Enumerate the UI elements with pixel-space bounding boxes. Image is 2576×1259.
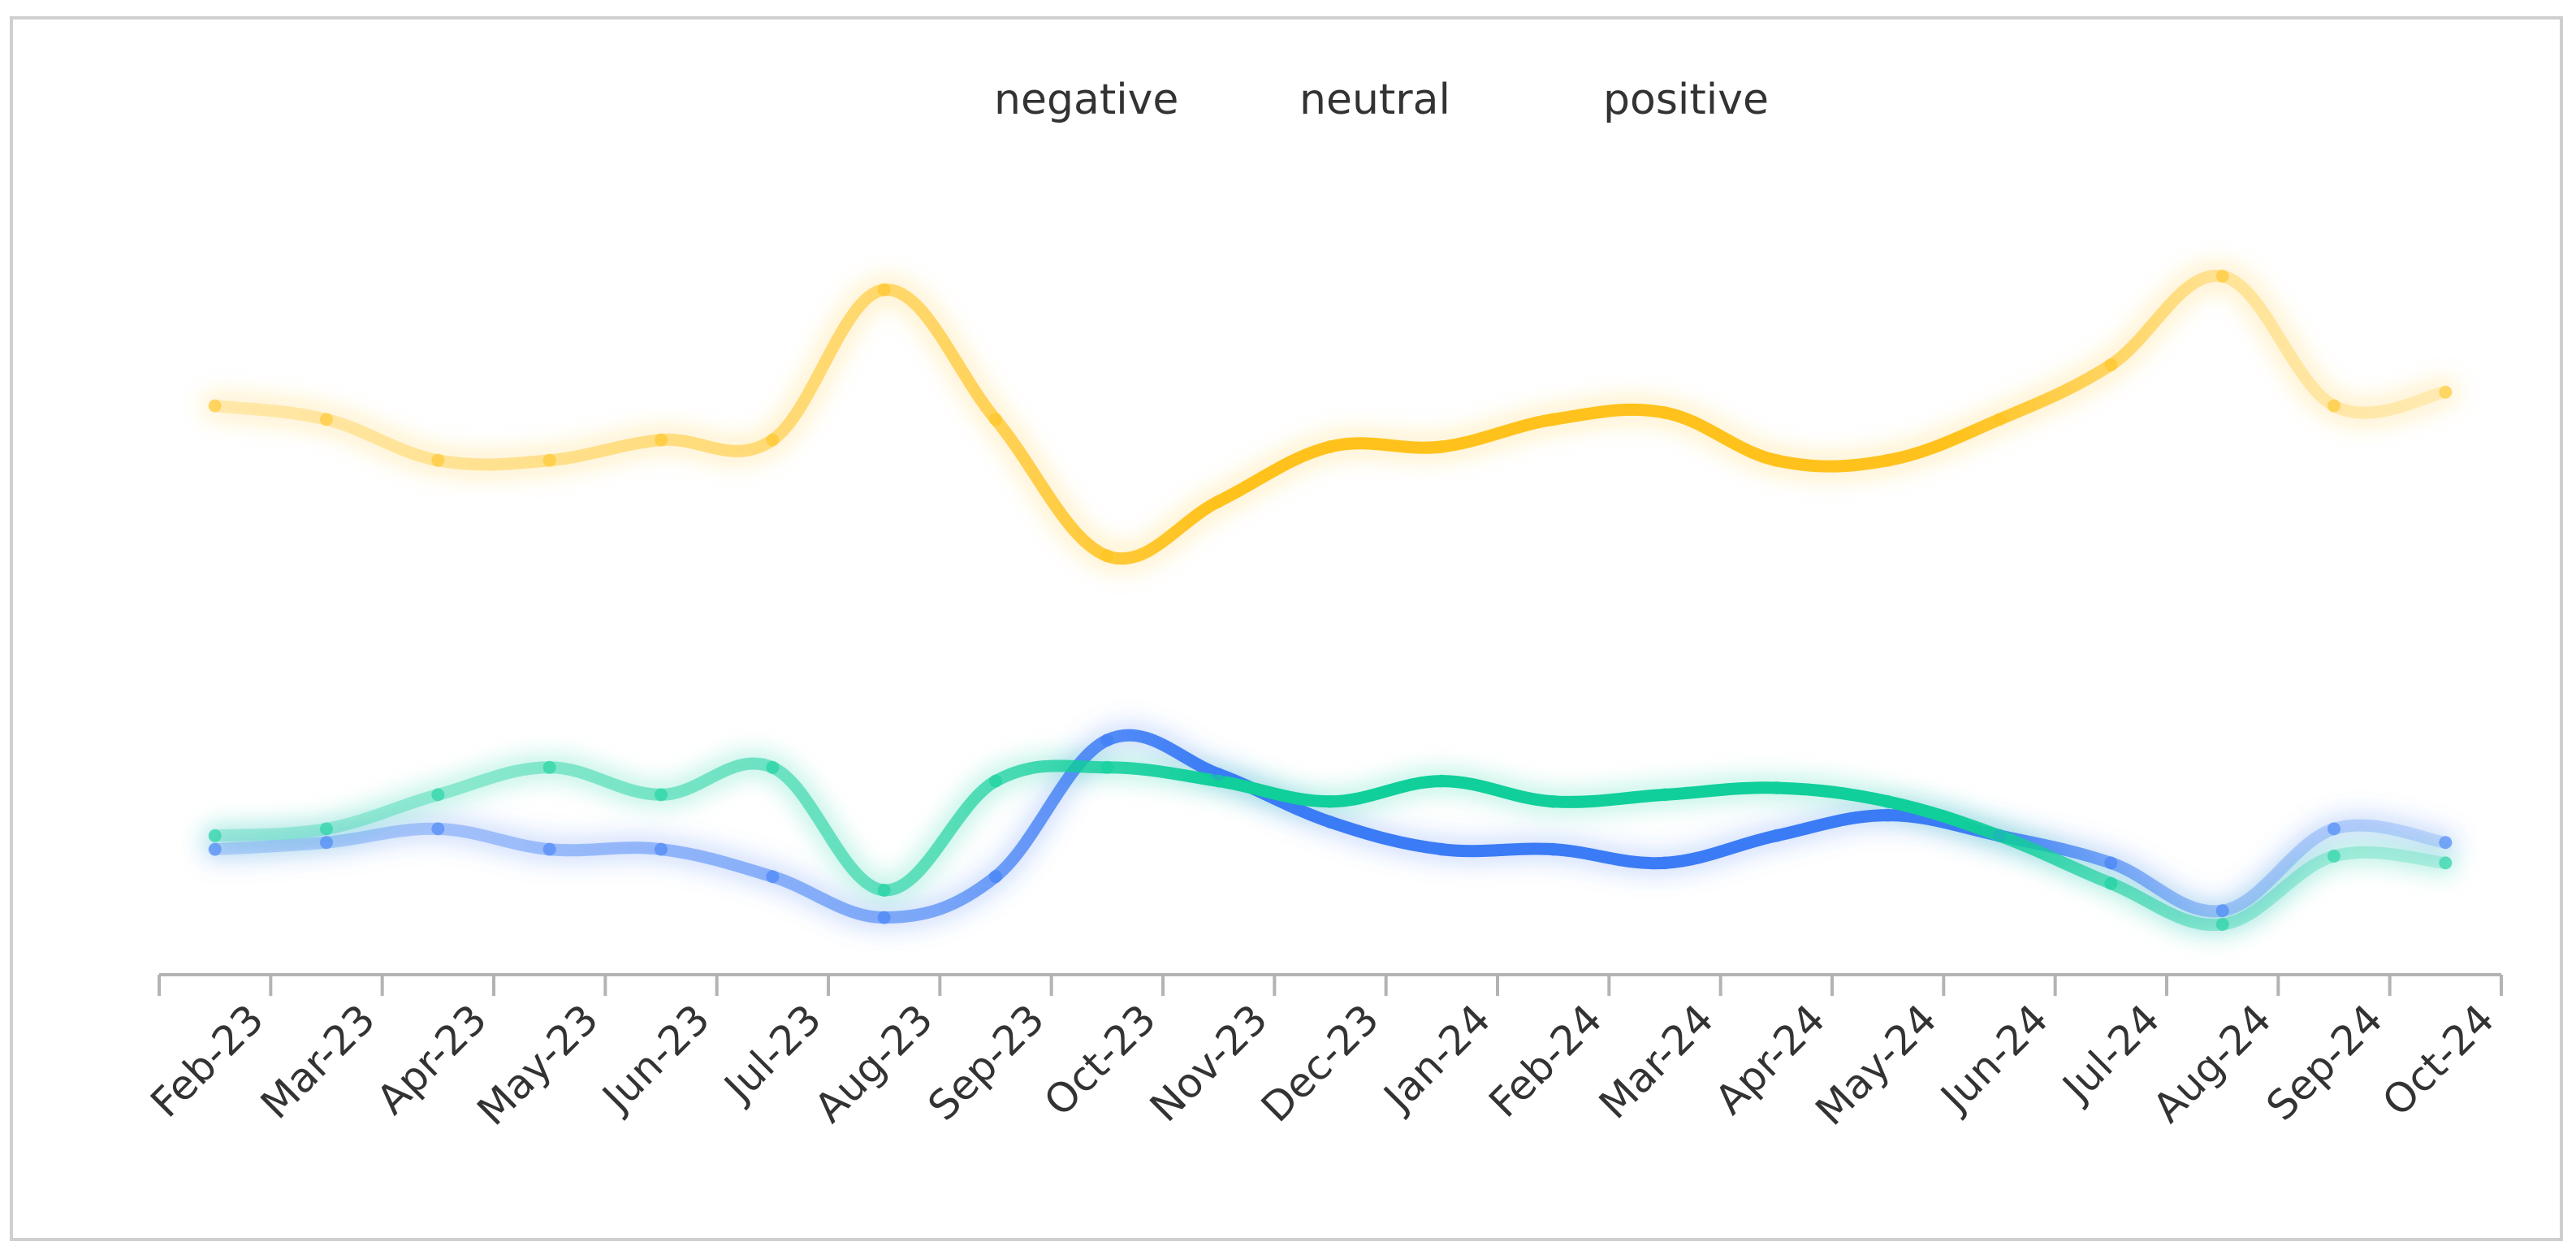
x-tick-label: Mar-23 bbox=[252, 995, 384, 1127]
x-axis: Feb-23Mar-23Apr-23May-23Jun-23Jul-23Aug-… bbox=[141, 973, 2504, 1135]
series-glow-positive bbox=[202, 263, 2458, 571]
chart-frame bbox=[10, 16, 2563, 1241]
data-point-negative-Jul-24[interactable] bbox=[2104, 856, 2118, 870]
x-tick-label: Mar-24 bbox=[1590, 995, 1722, 1127]
x-tick-label: May-23 bbox=[469, 995, 607, 1134]
data-point-positive-Dec-23[interactable] bbox=[1324, 440, 1337, 453]
x-tick-label: Feb-23 bbox=[141, 995, 272, 1126]
legend-label-negative[interactable]: negative bbox=[994, 76, 1178, 124]
series-line-neutral[interactable] bbox=[209, 757, 2452, 932]
data-point-negative-Jul-23[interactable] bbox=[766, 870, 780, 884]
x-tick-label: Oct-23 bbox=[1035, 995, 1165, 1125]
data-point-neutral-Aug-23[interactable] bbox=[877, 884, 891, 897]
data-point-neutral-Sep-24[interactable] bbox=[2327, 850, 2340, 863]
data-point-positive-Jul-24[interactable] bbox=[2104, 358, 2118, 372]
data-point-neutral-Oct-23[interactable] bbox=[1100, 760, 1114, 774]
data-point-negative-Dec-23[interactable] bbox=[1324, 816, 1337, 829]
data-point-positive-Oct-24[interactable] bbox=[2439, 385, 2453, 399]
legend-label-neutral[interactable]: neutral bbox=[1299, 76, 1450, 124]
data-point-neutral-Dec-23[interactable] bbox=[1324, 794, 1337, 808]
data-point-neutral-Feb-23[interactable] bbox=[208, 829, 222, 842]
data-point-positive-Feb-24[interactable] bbox=[1546, 413, 1560, 426]
data-point-negative-Apr-23[interactable] bbox=[431, 822, 445, 836]
data-point-positive-Sep-24[interactable] bbox=[2327, 399, 2340, 413]
data-point-negative-Feb-23[interactable] bbox=[208, 842, 222, 856]
x-tick-label: Jun-24 bbox=[1930, 995, 2057, 1122]
data-point-negative-Oct-23[interactable] bbox=[1100, 733, 1114, 747]
data-point-neutral-Mar-23[interactable] bbox=[320, 822, 333, 836]
x-tick-label: Sep-23 bbox=[919, 995, 1053, 1129]
data-point-positive-Apr-24[interactable] bbox=[1770, 453, 1783, 467]
x-tick-label: May-24 bbox=[1807, 995, 1946, 1134]
data-point-positive-Sep-23[interactable] bbox=[989, 413, 1002, 426]
data-point-neutral-May-23[interactable] bbox=[542, 760, 556, 774]
x-tick-label: Dec-23 bbox=[1252, 995, 1388, 1131]
data-point-negative-Sep-24[interactable] bbox=[2327, 822, 2340, 836]
data-point-negative-Aug-23[interactable] bbox=[877, 911, 891, 924]
data-point-positive-Mar-23[interactable] bbox=[320, 413, 333, 426]
data-point-positive-May-23[interactable] bbox=[542, 453, 556, 467]
data-point-negative-Oct-24[interactable] bbox=[2439, 836, 2453, 850]
data-point-positive-Oct-23[interactable] bbox=[1100, 549, 1114, 563]
legend-label-positive[interactable]: positive bbox=[1603, 76, 1769, 124]
data-point-neutral-Jul-23[interactable] bbox=[766, 760, 780, 774]
data-point-positive-Jan-24[interactable] bbox=[1435, 440, 1449, 453]
data-point-neutral-Jun-24[interactable] bbox=[1993, 829, 2006, 842]
x-tick-label: Nov-23 bbox=[1141, 995, 1277, 1131]
data-point-negative-Jun-23[interactable] bbox=[655, 842, 668, 856]
data-point-positive-Jun-24[interactable] bbox=[1993, 413, 2006, 426]
data-point-positive-Apr-23[interactable] bbox=[431, 453, 445, 467]
data-point-neutral-Sep-23[interactable] bbox=[989, 774, 1002, 788]
data-point-neutral-Feb-24[interactable] bbox=[1546, 794, 1560, 808]
data-point-neutral-Apr-23[interactable] bbox=[431, 788, 445, 802]
data-point-neutral-Jan-24[interactable] bbox=[1435, 774, 1449, 788]
data-point-positive-May-24[interactable] bbox=[1881, 453, 1895, 467]
data-point-positive-Jul-23[interactable] bbox=[766, 433, 780, 447]
data-point-neutral-Oct-24[interactable] bbox=[2439, 856, 2453, 870]
data-point-positive-Aug-24[interactable] bbox=[2215, 270, 2229, 283]
data-point-neutral-Jul-24[interactable] bbox=[2104, 876, 2118, 890]
data-point-positive-Jun-23[interactable] bbox=[655, 433, 668, 447]
data-point-neutral-Nov-23[interactable] bbox=[1212, 774, 1225, 788]
data-point-neutral-May-24[interactable] bbox=[1881, 794, 1895, 808]
data-point-negative-Mar-24[interactable] bbox=[1658, 856, 1671, 870]
series-line-negative[interactable] bbox=[209, 729, 2452, 924]
series-points bbox=[208, 270, 2453, 931]
data-point-neutral-Aug-24[interactable] bbox=[2215, 918, 2229, 931]
data-point-positive-Nov-23[interactable] bbox=[1212, 495, 1225, 508]
legend: negative neutral positive bbox=[858, 76, 1769, 124]
data-point-negative-Jan-24[interactable] bbox=[1435, 842, 1449, 856]
data-point-negative-Feb-24[interactable] bbox=[1546, 842, 1560, 856]
data-point-negative-Mar-23[interactable] bbox=[320, 836, 333, 850]
x-tick-label: Jan-24 bbox=[1373, 995, 1499, 1121]
data-point-negative-Aug-24[interactable] bbox=[2215, 904, 2229, 918]
data-point-positive-Mar-24[interactable] bbox=[1658, 406, 1671, 419]
x-tick-label: Oct-24 bbox=[2374, 995, 2504, 1125]
x-tick-label: Jun-23 bbox=[592, 995, 719, 1122]
x-tick-label: Feb-24 bbox=[1480, 995, 1610, 1126]
data-point-positive-Aug-23[interactable] bbox=[877, 283, 891, 296]
data-point-negative-May-23[interactable] bbox=[542, 842, 556, 856]
data-point-negative-Apr-24[interactable] bbox=[1770, 829, 1783, 842]
data-point-neutral-Mar-24[interactable] bbox=[1658, 788, 1671, 802]
data-point-neutral-Apr-24[interactable] bbox=[1770, 781, 1783, 794]
x-tick-label: Aug-23 bbox=[806, 995, 942, 1131]
x-tick-label: Aug-24 bbox=[2144, 995, 2280, 1131]
data-point-negative-Sep-23[interactable] bbox=[989, 870, 1002, 884]
data-point-positive-Feb-23[interactable] bbox=[208, 399, 222, 413]
x-tick-label: Sep-24 bbox=[2258, 995, 2392, 1129]
data-point-negative-May-24[interactable] bbox=[1881, 808, 1895, 822]
data-point-neutral-Jun-23[interactable] bbox=[655, 788, 668, 802]
series-line-positive[interactable] bbox=[209, 269, 2452, 565]
